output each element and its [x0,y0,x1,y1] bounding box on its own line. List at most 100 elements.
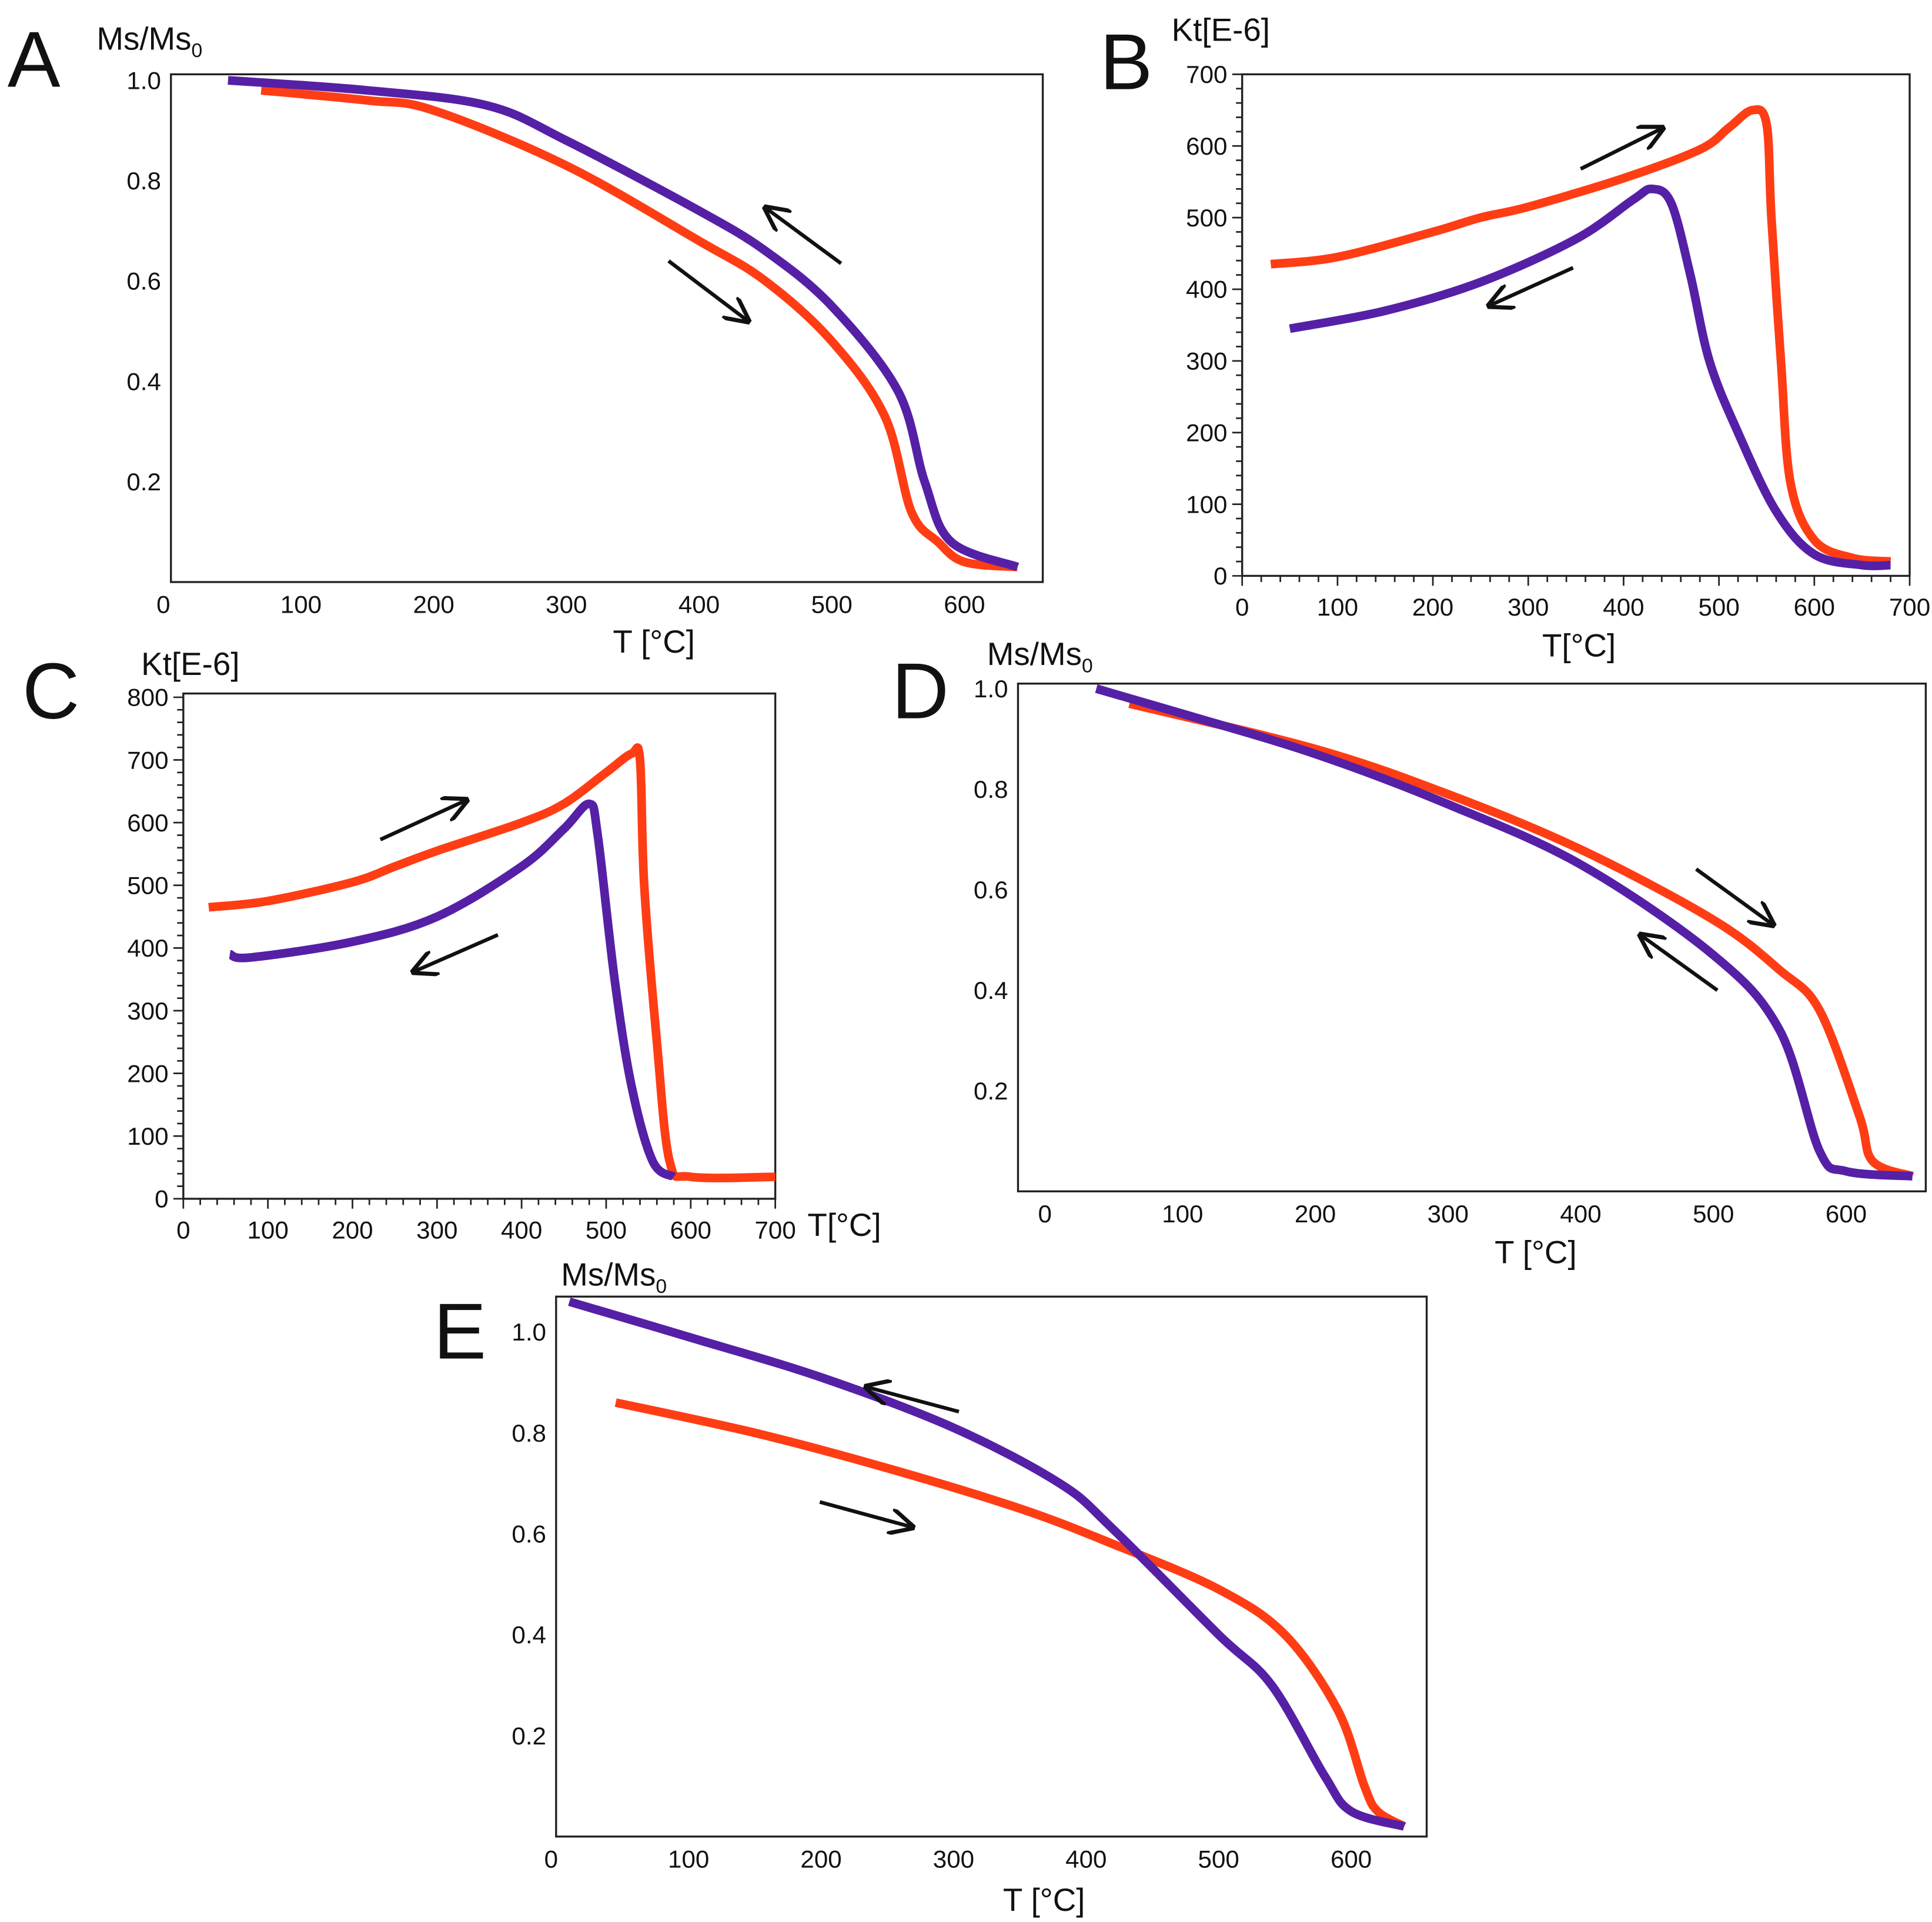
y-tick-label: 200 [127,1059,168,1087]
x-axis-label: T[°C] [1542,627,1616,663]
y-axis-label-main: Ms/Ms [96,20,191,56]
x-tick-label: 0 [156,591,170,619]
x-tick-label: 500 [811,591,853,619]
x-tick-label: 100 [1317,593,1358,621]
y-tick-label: 300 [1186,347,1227,375]
x-tick-label: 400 [501,1216,542,1244]
x-tick-label: 400 [678,591,720,619]
x-tick-label: 300 [1428,1200,1469,1228]
y-tick-label: 400 [1186,276,1227,303]
y-axis-label-main: Kt[E-6] [141,646,239,682]
panel-letter: B [1099,18,1152,106]
panel-b: B Kt[E-6] T[°C] 0 100 200 300 400 500 600 700 0 100 2… [1099,12,1930,664]
x-tick-label: 400 [1065,1845,1107,1873]
y-tick-label: 0.4 [126,367,161,395]
x-tick-label: 600 [1826,1200,1867,1228]
y-tick-label: 0.8 [512,1419,546,1447]
y-tick-label: 600 [127,809,168,837]
x-tick-label: 600 [670,1216,711,1244]
y-tick-label: 100 [1186,490,1227,518]
y-tick-label: 500 [1186,204,1227,232]
x-tick-label: 100 [1162,1200,1203,1228]
x-tick-label: 400 [1603,593,1644,621]
y-tick-label: 700 [1186,61,1227,88]
heating-direction-arrow-icon [1695,867,1773,925]
plot-frame [170,73,1044,583]
heating-curve [1270,105,1891,566]
x-tick-label: 100 [280,591,322,619]
y-axis-label-main: Ms/Ms [561,1256,656,1292]
y-axis-label: Ms/Ms0 [96,20,202,62]
cooling-direction-arrow-icon [866,1387,960,1414]
x-tick-label: 0 [1038,1200,1052,1228]
y-tick-label: 0.6 [512,1520,546,1547]
y-axis-label: Kt[E-6] [141,646,239,682]
heating-direction-arrow-icon [667,259,748,321]
y-axis-label: Kt[E-6] [1172,12,1270,48]
x-tick-label: 300 [546,591,587,619]
cooling-curve [228,76,1020,571]
heating-curve [614,1398,1406,1831]
y-tick-label: 0 [155,1185,168,1213]
y-tick-label: 500 [127,872,168,900]
y-tick-label: 0.8 [126,167,161,195]
y-tick-label: 0 [1214,562,1227,590]
cooling-curve [1095,684,1913,1181]
x-tick-label: 0 [544,1845,558,1873]
cooling-direction-arrow-icon [413,933,499,972]
x-tick-label: 700 [754,1216,795,1244]
y-tick-label: 0.6 [126,268,161,295]
y-tick-label: 0.2 [512,1722,546,1750]
heating-curve [260,86,1018,571]
x-axis-label: T [°C] [613,623,695,660]
y-tick-label: 0.2 [974,1077,1008,1105]
y-tick-label: 0.4 [512,1621,546,1649]
y-tick-label: 1.0 [974,675,1008,703]
heating-direction-arrow-icon [1580,128,1662,171]
x-tick-label: 300 [416,1216,457,1244]
x-tick-label: 600 [1331,1845,1372,1873]
y-tick-label: 0.6 [974,876,1008,904]
y-tick-label: 400 [127,934,168,962]
y-axis-label-subscript: 0 [1082,655,1093,677]
y-axis-label-main: Ms/Ms [987,636,1082,672]
x-tick-label: 300 [933,1845,974,1873]
cooling-direction-arrow-icon [1489,266,1574,306]
cooling-curve [228,799,677,1181]
y-tick-label: 700 [127,746,168,774]
cooling-curve [1289,184,1891,570]
x-axis-label: T [°C] [1003,1881,1085,1918]
panel-letter: E [433,1287,486,1376]
x-tick-label: 100 [248,1216,289,1244]
y-tick-label: 0.8 [974,776,1008,803]
panel-letter: A [8,15,61,103]
plot-frame [1017,683,1927,1192]
y-tick-label: 1.0 [512,1318,546,1346]
y-tick-label: 600 [1186,132,1227,160]
x-tick-label: 500 [1693,1200,1734,1228]
x-tick-label: 200 [332,1216,373,1244]
x-tick-label: 200 [1412,593,1453,621]
cooling-direction-arrow-icon [1640,935,1719,992]
x-axis-label: T[°C] [807,1206,881,1243]
panel-letter: D [892,647,949,736]
x-axis-label: T [°C] [1495,1234,1577,1270]
plot-frame [182,692,777,1200]
y-axis-label: Ms/Ms0 [987,636,1093,677]
cooling-curve [568,1297,1406,1831]
x-tick-label: 100 [668,1845,709,1873]
x-tick-label: 200 [413,591,454,619]
y-tick-label: 100 [127,1122,168,1150]
y-axis-label-subscript: 0 [656,1275,667,1298]
y-axis-label: Ms/Ms0 [561,1256,667,1298]
y-tick-label: 300 [127,997,168,1025]
x-tick-label: 700 [1889,593,1930,621]
x-tick-label: 500 [586,1216,627,1244]
x-tick-label: 200 [800,1845,841,1873]
y-tick-label: 0.2 [126,468,161,496]
heating-direction-arrow-icon [819,1500,912,1527]
panel-letter: C [22,647,79,736]
